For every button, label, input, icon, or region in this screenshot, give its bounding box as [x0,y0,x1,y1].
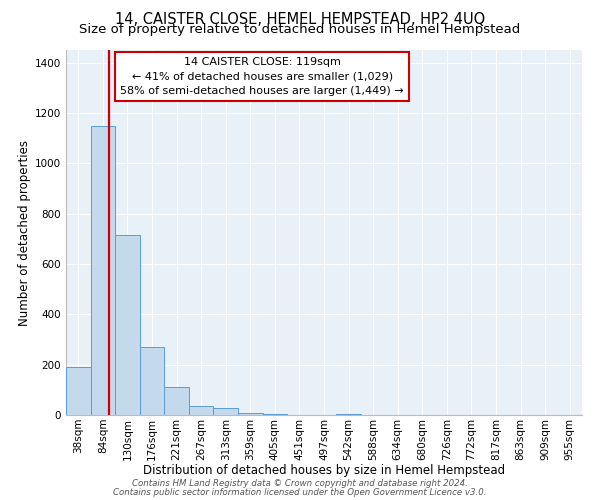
Bar [91,126,115,415]
X-axis label: Distribution of detached houses by size in Hemel Hempstead: Distribution of detached houses by size … [143,464,505,477]
Bar [66,366,91,415]
Text: 14 CAISTER CLOSE: 119sqm
← 41% of detached houses are smaller (1,029)
58% of sem: 14 CAISTER CLOSE: 119sqm ← 41% of detach… [120,58,404,96]
Text: Size of property relative to detached houses in Hemel Hempstead: Size of property relative to detached ho… [79,22,521,36]
Bar [263,414,287,415]
Bar [336,414,361,415]
Bar [214,408,238,415]
Bar [189,406,214,415]
Bar [140,347,164,415]
Text: 14, CAISTER CLOSE, HEMEL HEMPSTEAD, HP2 4UQ: 14, CAISTER CLOSE, HEMEL HEMPSTEAD, HP2 … [115,12,485,28]
Bar [115,235,140,415]
Text: Contains HM Land Registry data © Crown copyright and database right 2024.: Contains HM Land Registry data © Crown c… [132,479,468,488]
Y-axis label: Number of detached properties: Number of detached properties [18,140,31,326]
Bar [238,413,263,415]
Text: Contains public sector information licensed under the Open Government Licence v3: Contains public sector information licen… [113,488,487,497]
Bar [164,388,189,415]
